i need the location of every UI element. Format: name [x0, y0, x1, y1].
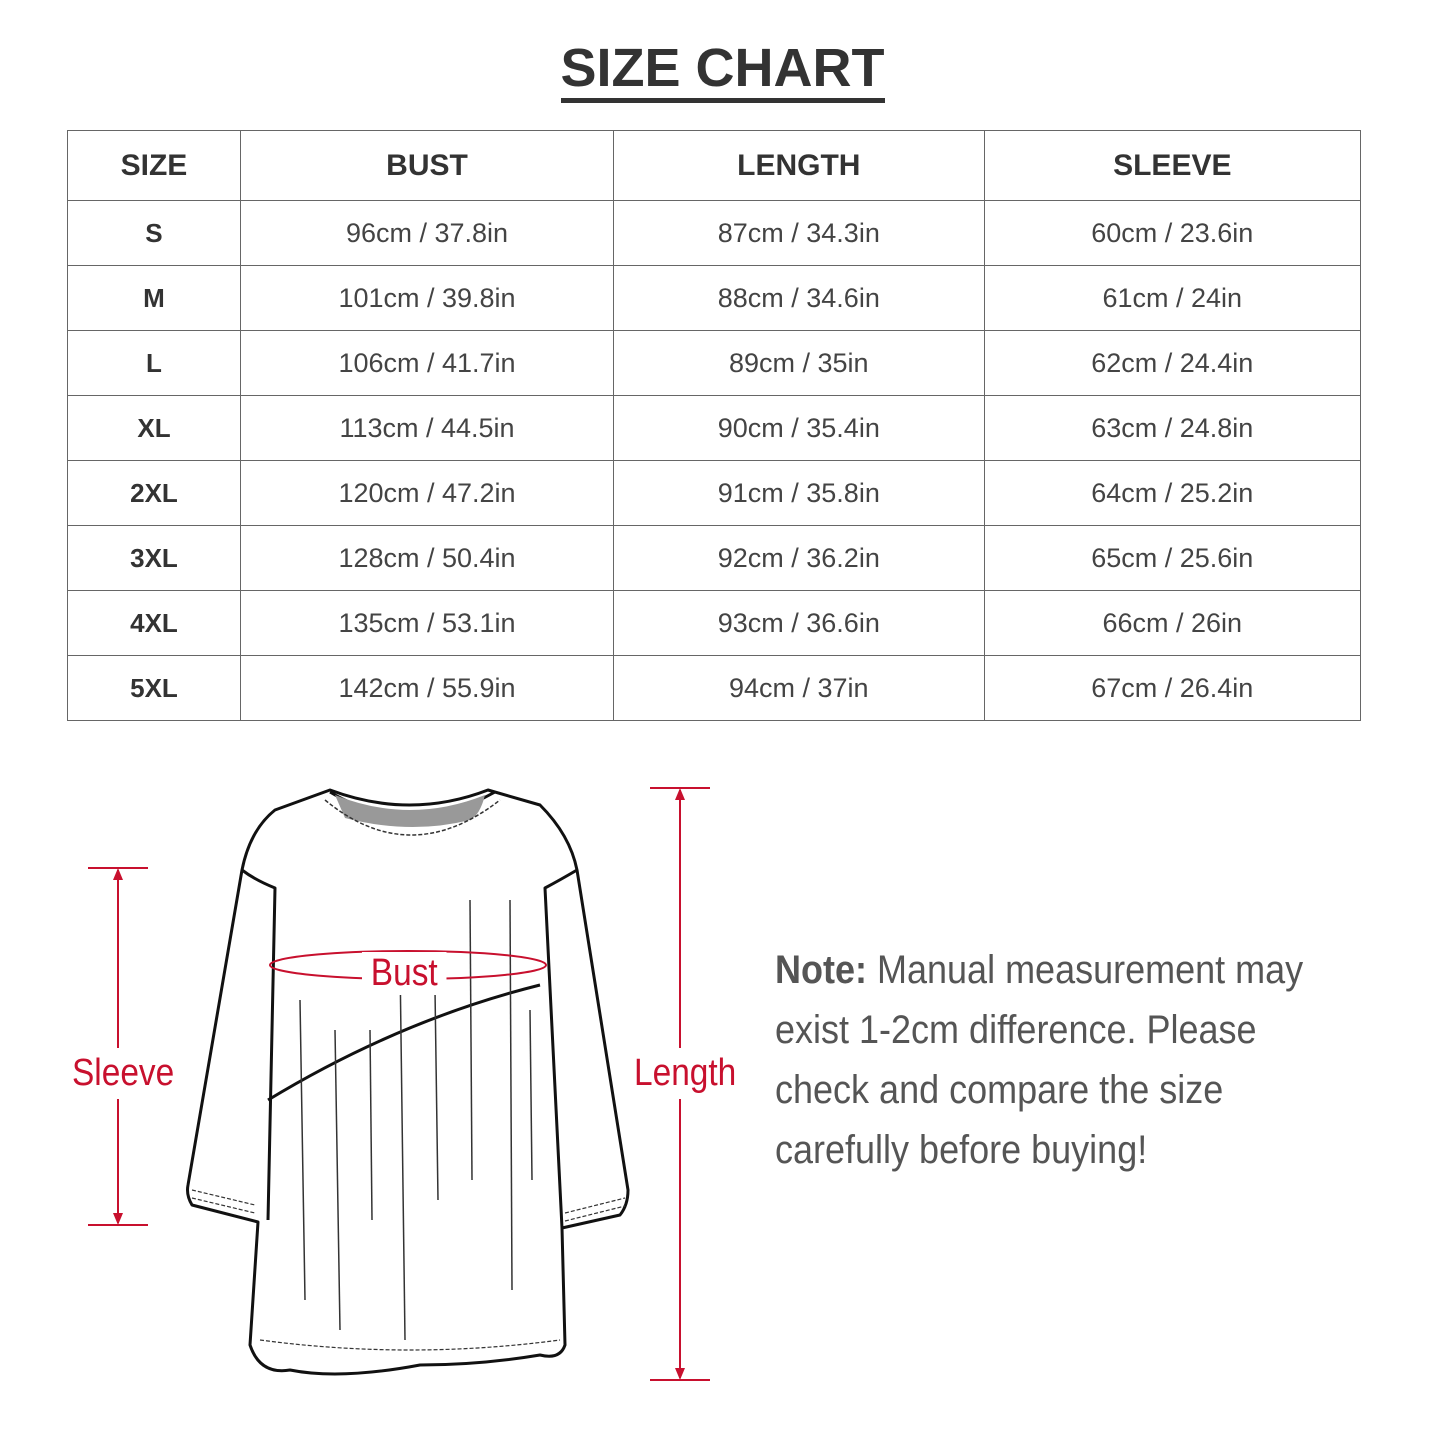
title-text: SIZE CHART — [560, 38, 885, 103]
sleeve-cell: 63cm / 24.8in — [983, 395, 1362, 461]
header-bust: BUST — [239, 130, 615, 201]
bust-cell: 142cm / 55.9in — [239, 655, 615, 721]
table-row: M 101cm / 39.8in 88cm / 34.6in 61cm / 24in — [67, 265, 1362, 331]
size-cell: 4XL — [67, 590, 241, 656]
header-length: LENGTH — [613, 130, 985, 201]
bust-cell: 120cm / 47.2in — [239, 460, 615, 526]
table-row: 4XL 135cm / 53.1in 93cm / 36.6in 66cm / 26i… — [67, 590, 1362, 656]
size-cell: 2XL — [67, 460, 241, 526]
bust-cell: 106cm / 41.7in — [239, 330, 615, 396]
sleeve-cell: 66cm / 26in — [983, 590, 1362, 656]
sleeve-cell: 60cm / 23.6in — [983, 200, 1362, 266]
length-label: Length — [634, 1048, 737, 1099]
size-cell: 5XL — [67, 655, 241, 721]
size-table: SIZE BUST LENGTH SLEEVE S 96cm / 37.8in 87… — [67, 130, 1362, 721]
bust-cell: 128cm / 50.4in — [239, 525, 615, 591]
bust-cell: 101cm / 39.8in — [239, 265, 615, 331]
sleeve-cell: 61cm / 24in — [983, 265, 1362, 331]
size-cell: M — [67, 265, 241, 331]
length-cell: 93cm / 36.6in — [613, 590, 985, 656]
measurement-lines — [88, 787, 710, 1381]
table-row: S 96cm / 37.8in 87cm / 34.3in 60cm / 23.6in — [67, 200, 1362, 266]
length-cell: 94cm / 37in — [613, 655, 985, 721]
collar-icon — [335, 795, 485, 828]
sleeve-cell: 64cm / 25.2in — [983, 460, 1362, 526]
measurement-note: Note: Manual measurement may exist 1-2cm… — [775, 940, 1315, 1180]
shirt-outline-icon — [186, 788, 630, 1376]
bust-cell: 135cm / 53.1in — [239, 590, 615, 656]
note-label: Note: — [775, 948, 867, 992]
size-chart-title: SIZE CHART — [0, 38, 1445, 103]
table-row: 5XL 142cm / 55.9in 94cm / 37in 67cm / 26.4i… — [67, 655, 1362, 721]
sleeve-cell: 67cm / 26.4in — [983, 655, 1362, 721]
bust-cell: 113cm / 44.5in — [239, 395, 615, 461]
size-cell: XL — [67, 395, 241, 461]
table-row: XL 113cm / 44.5in 90cm / 35.4in 63cm / 24.8… — [67, 395, 1362, 461]
bust-label: Bust — [362, 952, 447, 995]
note-text: Manual measurement may exist 1-2cm diffe… — [775, 948, 1304, 1172]
bust-cell: 96cm / 37.8in — [239, 200, 615, 266]
table-row: 3XL 128cm / 50.4in 92cm / 36.2in 65cm / 25.… — [67, 525, 1362, 591]
size-cell: L — [67, 330, 241, 396]
table-header-row: SIZE BUST LENGTH SLEEVE — [67, 130, 1362, 201]
sleeve-label: Sleeve — [72, 1048, 175, 1099]
length-cell: 90cm / 35.4in — [613, 395, 985, 461]
header-size: SIZE — [67, 130, 241, 201]
size-cell: 3XL — [67, 525, 241, 591]
table-row: L 106cm / 41.7in 89cm / 35in 62cm / 24.4in — [67, 330, 1362, 396]
sleeve-cell: 62cm / 24.4in — [983, 330, 1362, 396]
sleeve-cell: 65cm / 25.6in — [983, 525, 1362, 591]
